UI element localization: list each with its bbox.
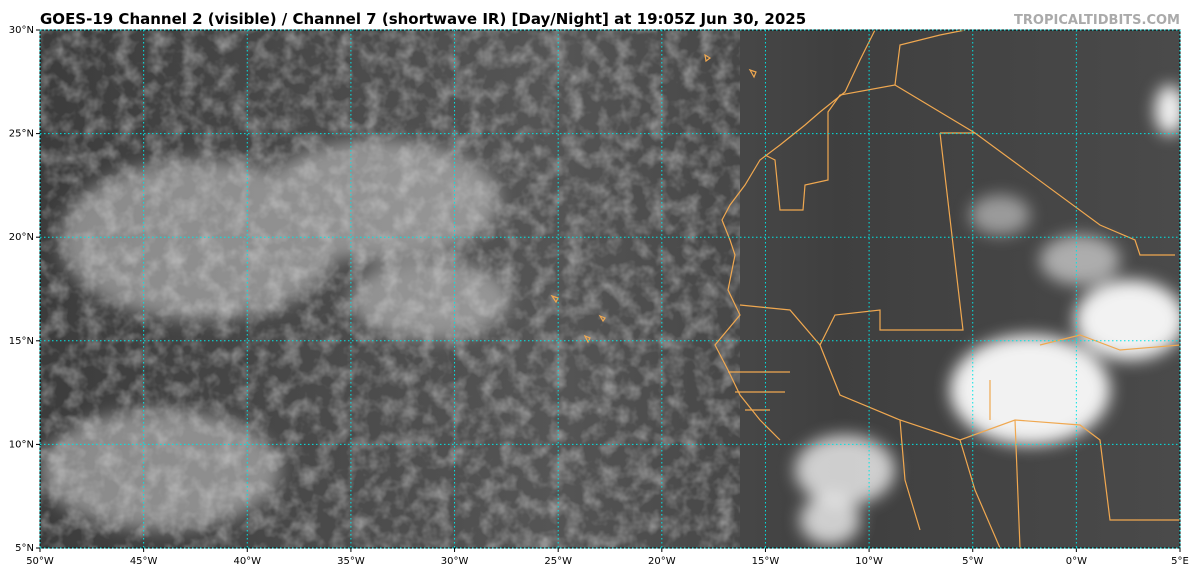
lon-tick-label: 50°W (26, 556, 54, 567)
lon-tick-label: 10°W (855, 556, 883, 567)
lon-tick-label: 15°W (752, 556, 780, 567)
lat-tick-label: 25°N (9, 129, 34, 140)
lat-tick-label: 20°N (9, 232, 34, 243)
map-frame (39, 29, 1181, 549)
satellite-image (40, 30, 1180, 548)
lat-tick-label: 10°N (9, 439, 34, 450)
credit: TROPICALTIDBITS.COM (1014, 13, 1180, 28)
lon-tick-label: 0°W (1066, 556, 1087, 567)
lat-tick-label: 5°N (15, 543, 34, 554)
lon-tick-label: 20°W (648, 556, 676, 567)
lon-tick-label: 35°W (337, 556, 365, 567)
lon-tick-label: 5°E (1171, 556, 1189, 567)
lon-tick-label: 40°W (233, 556, 261, 567)
lat-tick-label: 15°N (9, 336, 34, 347)
lon-tick-label: 25°W (544, 556, 572, 567)
lon-tick-label: 45°W (130, 556, 158, 567)
lon-tick-label: 5°W (962, 556, 983, 567)
coastlines-borders (550, 30, 1180, 548)
lon-tick-label: 30°W (441, 556, 469, 567)
title: GOES-19 Channel 2 (visible) / Channel 7 … (40, 10, 806, 28)
lat-tick-label: 30°N (9, 25, 34, 36)
